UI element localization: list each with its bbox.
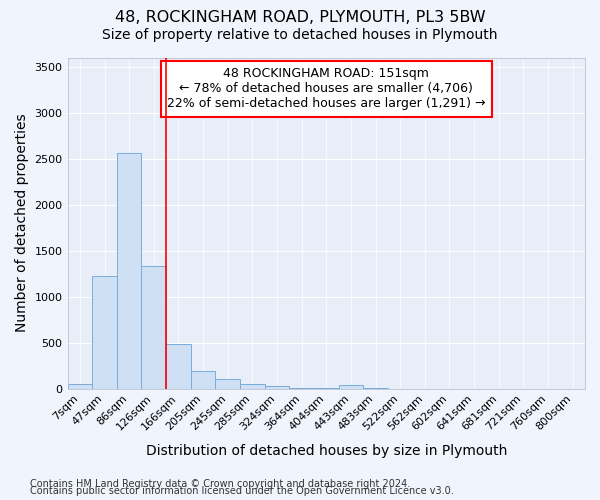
Bar (68, 384, 92, 388)
Bar (117, 153, 142, 388)
Bar (265, 386, 289, 388)
Text: Contains HM Land Registry data © Crown copyright and database right 2024.: Contains HM Land Registry data © Crown c… (30, 479, 410, 489)
Text: Contains public sector information licensed under the Open Government Licence v3: Contains public sector information licen… (30, 486, 454, 496)
Text: 48 ROCKINGHAM ROAD: 151sqm
← 78% of detached houses are smaller (4,706)
22% of s: 48 ROCKINGHAM ROAD: 151sqm ← 78% of deta… (167, 68, 485, 110)
Bar (215, 379, 240, 388)
Bar (142, 266, 166, 388)
X-axis label: Distribution of detached houses by size in Plymouth: Distribution of detached houses by size … (146, 444, 507, 458)
Bar (240, 384, 265, 388)
Bar (166, 344, 191, 388)
Bar (338, 385, 363, 388)
Bar (92, 276, 117, 388)
Text: 48, ROCKINGHAM ROAD, PLYMOUTH, PL3 5BW: 48, ROCKINGHAM ROAD, PLYMOUTH, PL3 5BW (115, 10, 485, 25)
Bar (191, 370, 215, 388)
Text: Size of property relative to detached houses in Plymouth: Size of property relative to detached ho… (102, 28, 498, 42)
Y-axis label: Number of detached properties: Number of detached properties (15, 114, 29, 332)
